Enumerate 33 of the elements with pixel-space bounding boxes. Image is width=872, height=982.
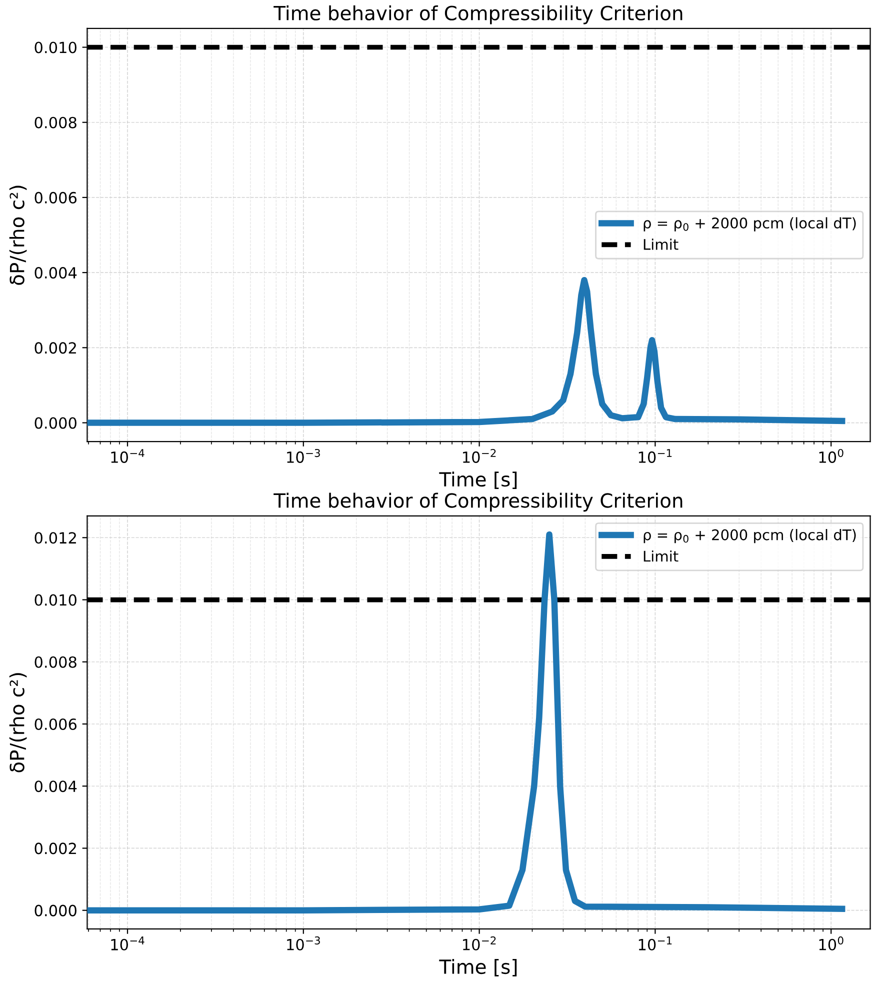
y-tick-label: 0.010 [34,42,76,54]
y-axis-title: δP/(rho c²) [9,186,27,285]
x-tick-label: 10$^{−2}$ [463,448,496,463]
x-tick-label: 10$^{−4}$ [111,449,144,463]
chart-title: Time behavior of Compressibility Criterion [274,492,682,512]
x-tick-label: 10$^{−1}$ [638,449,672,463]
legend-label: ρ = ρ$_{0}$ + 2000 pcm (local dT) [644,529,856,544]
y-tick-label: 0.006 [34,192,77,204]
x-axis-title: Time [s] [439,959,517,976]
y-tick-label: 0.004 [34,780,77,792]
y-tick-label: 0.004 [34,267,77,279]
y-tick-label: 0.008 [34,656,76,668]
y-tick-label: 0.010 [34,594,76,606]
legend-label: Limit [644,238,678,250]
x-tick-label: 10$^{0}$ [819,448,844,463]
x-axis-title: Time [s] [439,472,517,489]
y-axis-title: δP/(rho c²) [9,673,27,772]
y-tick-label: 0.008 [34,116,76,128]
y-tick-label: 0.006 [34,718,77,730]
x-tick-label: 10$^{−1}$ [638,936,672,950]
y-tick-label: 0.000 [34,417,76,429]
y-tick-label: 0.002 [34,342,76,354]
y-tick-label: 0.002 [34,842,76,854]
x-tick-label: 10$^{0}$ [819,936,844,950]
x-tick-label: 10$^{−3}$ [287,936,320,950]
y-tick-label: 0.000 [34,904,76,916]
legend-label: ρ = ρ$_{0}$ + 2000 pcm (local dT) [644,217,856,232]
x-tick-label: 10$^{−2}$ [463,936,496,950]
legend-label: Limit [644,550,678,562]
x-tick-label: 10$^{−4}$ [111,936,144,950]
x-tick-label: 10$^{−3}$ [287,448,320,463]
y-tick-label: 0.012 [34,532,76,544]
chart-title: Time behavior of Compressibility Criterion [274,5,682,24]
